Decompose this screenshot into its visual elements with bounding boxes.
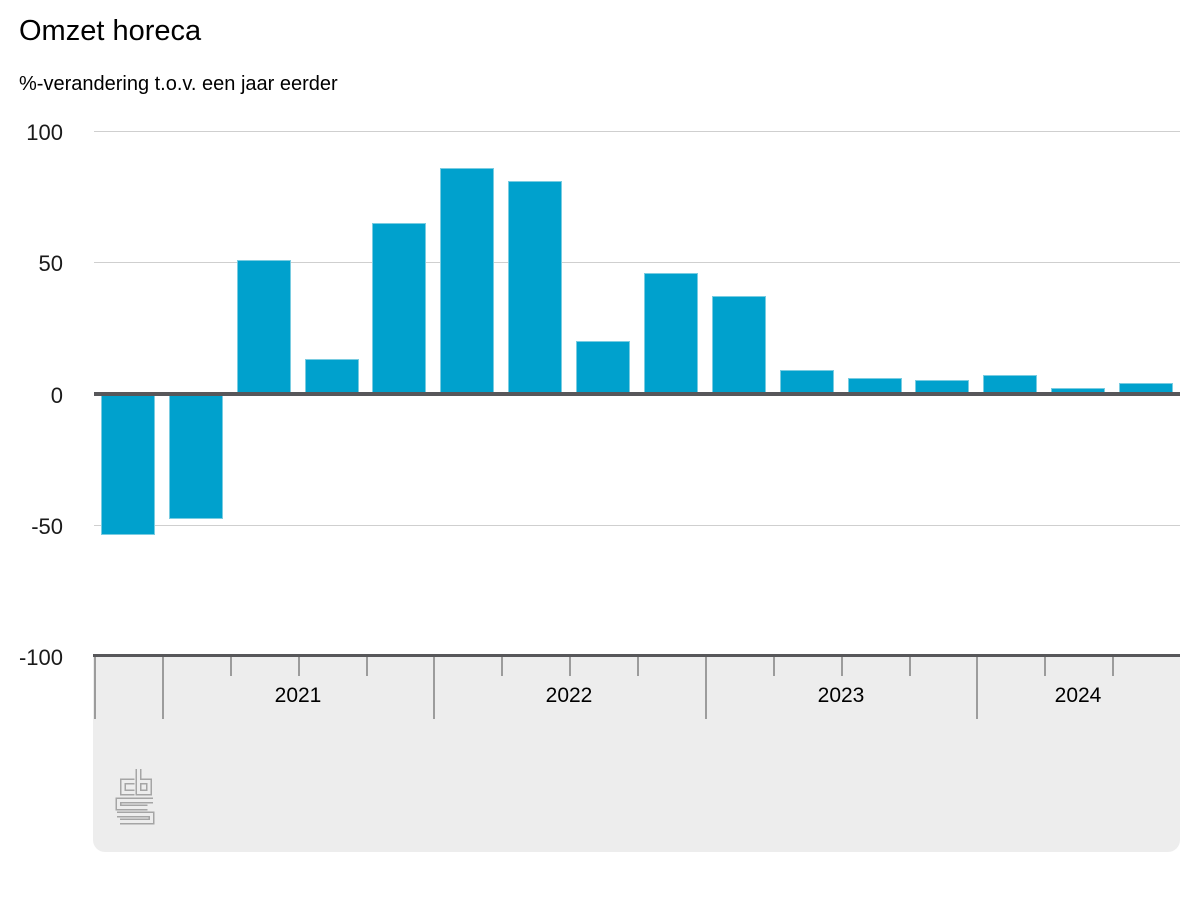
x-axis-year-label: 2022 — [545, 684, 593, 707]
x-axis-year-label: 2021 — [274, 684, 322, 707]
quarter-tick — [841, 657, 843, 676]
quarter-tick — [501, 657, 503, 676]
gridline — [94, 262, 1180, 263]
quarter-tick — [1112, 657, 1114, 676]
bar[interactable] — [983, 375, 1037, 393]
bar[interactable] — [101, 396, 155, 535]
bar[interactable] — [915, 380, 969, 393]
quarter-tick — [298, 657, 300, 676]
quarter-tick — [909, 657, 911, 676]
y-axis-label: -50 — [31, 514, 63, 539]
quarter-tick — [773, 657, 775, 676]
y-axis-label: 0 — [50, 383, 63, 408]
gridline — [94, 131, 1180, 132]
year-tick — [162, 657, 164, 719]
bar[interactable] — [305, 359, 359, 393]
chart-subtitle: %-verandering t.o.v. een jaar eerder — [19, 73, 338, 95]
page-title: Omzet horeca — [19, 15, 202, 47]
bar[interactable] — [780, 370, 834, 394]
bar[interactable] — [576, 341, 630, 394]
year-tick — [433, 657, 435, 719]
bar[interactable] — [1119, 383, 1173, 394]
bar[interactable] — [712, 296, 766, 393]
zero-line — [94, 392, 1180, 396]
quarter-tick — [366, 657, 368, 676]
bar[interactable] — [848, 378, 902, 394]
y-axis-label: -100 — [18, 645, 63, 670]
x-axis-year-label: 2024 — [1054, 684, 1102, 707]
bar[interactable] — [169, 396, 223, 519]
bar[interactable] — [1051, 388, 1105, 393]
year-tick — [94, 657, 96, 719]
quarter-tick — [1044, 657, 1046, 676]
bar[interactable] — [440, 168, 494, 394]
quarter-tick — [637, 657, 639, 676]
year-tick — [976, 657, 978, 719]
x-axis-band — [93, 654, 1180, 852]
quarter-tick — [230, 657, 232, 676]
bar[interactable] — [372, 223, 426, 394]
y-axis-label: 50 — [38, 251, 63, 276]
year-tick — [705, 657, 707, 719]
quarter-tick — [569, 657, 571, 676]
x-axis-year-label: 2023 — [817, 684, 865, 707]
bar[interactable] — [237, 260, 291, 394]
cbs-logo — [115, 769, 155, 825]
bar[interactable] — [644, 273, 698, 394]
y-axis-label: 100 — [26, 120, 63, 145]
bar[interactable] — [508, 181, 562, 394]
gridline — [94, 525, 1180, 526]
